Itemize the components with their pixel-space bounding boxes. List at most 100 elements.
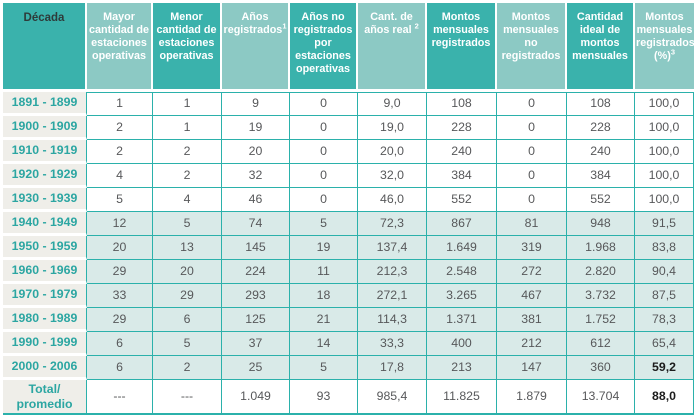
data-cell: 29 <box>87 308 153 332</box>
data-cell: 114,3 <box>358 308 427 332</box>
data-cell: 2 <box>153 164 222 188</box>
column-header-label: Década <box>23 12 65 24</box>
data-cell: 32,0 <box>358 164 427 188</box>
column-header-9: Montos mensuales registrados (%)3 <box>635 3 695 92</box>
data-cell: 2 <box>87 116 153 140</box>
data-cell: 59,2 <box>635 356 694 380</box>
data-cell: 1.752 <box>567 308 635 332</box>
data-cell: 100,0 <box>635 116 694 140</box>
data-cell: 18 <box>290 284 358 308</box>
data-cell: 25 <box>222 356 290 380</box>
table-row: 1900 - 1909 2 1 19 0 19,0 228 0 228 100,0 <box>3 116 694 140</box>
data-cell: 5 <box>290 212 358 236</box>
data-cell: 384 <box>427 164 497 188</box>
data-cell: 20 <box>222 140 290 164</box>
data-cell: 6 <box>153 308 222 332</box>
column-header-0: Década <box>3 3 87 92</box>
total-label-line: Total/ <box>28 382 61 397</box>
data-cell: 29 <box>87 260 153 284</box>
table-row: 2000 - 2006 6 2 25 5 17,8 213 147 360 59,2 <box>3 356 694 380</box>
data-cell: 1 <box>153 92 222 116</box>
data-cell: 100,0 <box>635 164 694 188</box>
data-cell: 0 <box>497 164 567 188</box>
data-cell: 81 <box>497 212 567 236</box>
table-row: 1930 - 1939 5 4 46 0 46,0 552 0 552 100,0 <box>3 188 694 212</box>
data-cell: 12 <box>87 212 153 236</box>
data-cell: 1.649 <box>427 236 497 260</box>
data-cell: 11.825 <box>427 380 497 415</box>
column-header-label: Montos mensuales registrados <box>431 11 491 49</box>
decade-label-cell: 1960 - 1969 <box>3 260 87 284</box>
data-cell: 93 <box>290 380 358 415</box>
decade-label-cell: 1940 - 1949 <box>3 212 87 236</box>
data-cell: 1.049 <box>222 380 290 415</box>
data-cell: 0 <box>497 188 567 212</box>
decade-label-cell: 1920 - 1929 <box>3 164 87 188</box>
column-header-label: Cant. de años real <box>364 11 415 36</box>
data-cell: 272,1 <box>358 284 427 308</box>
table-header: Década Mayor cantidad de estaciones opera… <box>3 3 695 92</box>
decade-label-cell: 1910 - 1919 <box>3 140 87 164</box>
data-cell: 212 <box>497 332 567 356</box>
column-header-label: Montos mensuales no registrados <box>501 11 561 62</box>
data-cell: 29 <box>153 284 222 308</box>
data-cell: 137,4 <box>358 236 427 260</box>
data-cell: 20,0 <box>358 140 427 164</box>
column-header-1: Mayor cantidad de estaciones operativas <box>87 3 153 92</box>
data-cell: 91,5 <box>635 212 694 236</box>
decade-label-cell: 1900 - 1909 <box>3 116 87 140</box>
data-cell: --- <box>87 380 153 415</box>
data-cell: --- <box>153 380 222 415</box>
data-cell: 83,8 <box>635 236 694 260</box>
data-cell: 0 <box>497 140 567 164</box>
column-header-label: Cantidad ideal de montos mensuales <box>572 11 628 62</box>
data-cell: 384 <box>567 164 635 188</box>
data-cell: 108 <box>567 92 635 116</box>
footnote-marker: 2 <box>414 21 419 31</box>
data-cell: 147 <box>497 356 567 380</box>
data-cell: 0 <box>497 116 567 140</box>
data-cell: 0 <box>290 140 358 164</box>
data-cell: 213 <box>427 356 497 380</box>
data-cell: 272 <box>497 260 567 284</box>
data-cell: 37 <box>222 332 290 356</box>
column-header-4: Años no registrados por estaciones opera… <box>290 3 358 92</box>
data-cell: 985,4 <box>358 380 427 415</box>
data-cell: 19 <box>222 116 290 140</box>
data-cell: 360 <box>567 356 635 380</box>
table-row: 1910 - 1919 2 2 20 0 20,0 240 0 240 100,0 <box>3 140 694 164</box>
data-cell: 1 <box>87 92 153 116</box>
table-row: 1980 - 1989 29 6 125 21 114,3 1.371 381 1.752 78,… <box>3 308 694 332</box>
decade-label-cell: 2000 - 2006 <box>3 356 87 380</box>
data-cell: 2.548 <box>427 260 497 284</box>
data-cell: 33 <box>87 284 153 308</box>
data-cell: 228 <box>567 116 635 140</box>
data-cell: 100,0 <box>635 92 694 116</box>
table-row: 1891 - 1899 1 1 9 0 9,0 108 0 108 100,0 <box>3 92 694 116</box>
header-row: Década Mayor cantidad de estaciones opera… <box>3 3 695 92</box>
data-cell: 125 <box>222 308 290 332</box>
data-cell: 1.968 <box>567 236 635 260</box>
column-header-3: Años registrados1 <box>222 3 290 92</box>
data-cell: 78,3 <box>635 308 694 332</box>
data-cell: 1.879 <box>497 380 567 415</box>
decade-label-cell: 1970 - 1979 <box>3 284 87 308</box>
data-cell: 46 <box>222 188 290 212</box>
data-cell: 212,3 <box>358 260 427 284</box>
table-body: 1891 - 1899 1 1 9 0 9,0 108 0 108 100,0 1900 - 190… <box>3 92 694 415</box>
data-cell: 1.371 <box>427 308 497 332</box>
data-cell: 3.265 <box>427 284 497 308</box>
data-cell: 72,3 <box>358 212 427 236</box>
data-cell: 88,0 <box>635 380 694 415</box>
data-cell: 5 <box>87 188 153 212</box>
data-cell: 0 <box>290 188 358 212</box>
data-cell: 0 <box>497 92 567 116</box>
data-cell: 381 <box>497 308 567 332</box>
data-cell: 3.732 <box>567 284 635 308</box>
data-cell: 612 <box>567 332 635 356</box>
data-cell: 400 <box>427 332 497 356</box>
table-row: 1970 - 1979 33 29 293 18 272,1 3.265 467 3.732 87… <box>3 284 694 308</box>
data-cell: 224 <box>222 260 290 284</box>
data-cell: 0 <box>290 92 358 116</box>
decade-statistics-table: Década Mayor cantidad de estaciones opera… <box>3 3 695 415</box>
